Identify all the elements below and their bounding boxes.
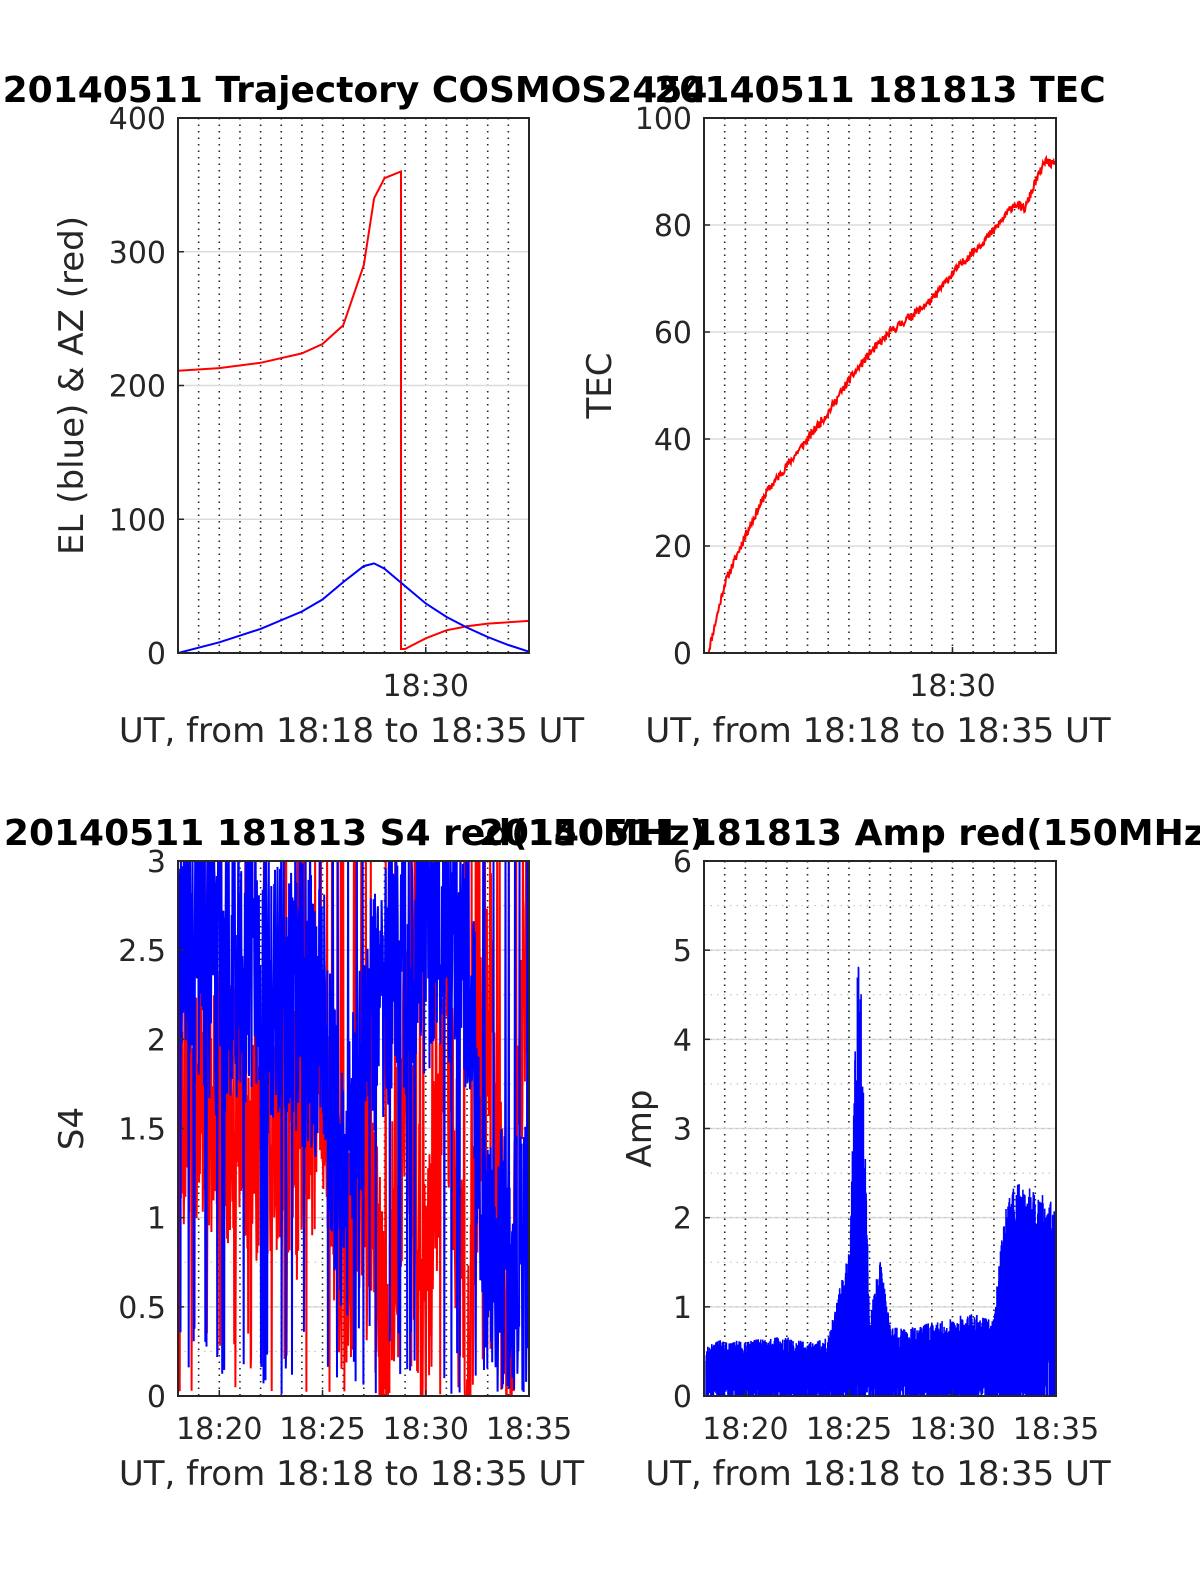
y-tick-label: 4 bbox=[673, 1023, 692, 1058]
plot-series-group bbox=[705, 966, 1056, 1396]
plot-series-group bbox=[178, 170, 529, 653]
y-tick-label: 2 bbox=[147, 1023, 166, 1058]
x-tick-label: 18:35 bbox=[486, 1412, 572, 1447]
x-tick-label: 18:30 bbox=[909, 669, 995, 704]
x-tick-label: 18:30 bbox=[909, 1412, 995, 1447]
y-tick-label: 3 bbox=[673, 1113, 692, 1148]
y-tick-label: 20 bbox=[654, 530, 692, 565]
y-tick-label: 1.5 bbox=[118, 1113, 166, 1148]
axes-frame bbox=[703, 117, 1057, 654]
x-axis-label: UT, from 18:18 to 18:35 UT bbox=[119, 711, 585, 751]
x-axis-label: UT, from 18:18 to 18:35 UT bbox=[645, 711, 1111, 751]
y-tick-label: 0 bbox=[147, 1380, 166, 1415]
x-tick-label: 18:25 bbox=[806, 1412, 892, 1447]
x-tick-label: 18:35 bbox=[1013, 1412, 1099, 1447]
series-line bbox=[707, 154, 1056, 653]
y-tick-label: 6 bbox=[673, 845, 692, 880]
y-tick-label: 2 bbox=[673, 1202, 692, 1237]
y-tick-label: 5 bbox=[673, 934, 692, 969]
series-line bbox=[705, 966, 1056, 1396]
y-tick-label: 80 bbox=[654, 209, 692, 244]
chart-panel-4: 0 1 2 3 4 5 6 18:20 18:25 18:30 18:35 UT, from 18:1… bbox=[479, 813, 1200, 1494]
y-axis-label: S4 bbox=[52, 1107, 92, 1150]
chart-title: 20140511 181813 Amp red(150MHz) bbox=[479, 813, 1200, 854]
x-axis-label: UT, from 18:18 to 18:35 UT bbox=[645, 1454, 1111, 1494]
y-tick-label: 60 bbox=[654, 316, 692, 351]
y-tick-label: 40 bbox=[654, 423, 692, 458]
chart-title: 20140511 181813 S4 red(150MHz) bbox=[4, 813, 706, 854]
plot-series-group bbox=[178, 861, 529, 1396]
y-tick-label: 0 bbox=[147, 637, 166, 672]
series-line bbox=[178, 170, 529, 650]
y-tick-label: 1 bbox=[673, 1291, 692, 1326]
x-tick-label: 18:25 bbox=[279, 1412, 365, 1447]
y-tick-label: 0 bbox=[673, 637, 692, 672]
y-tick-label: 0 bbox=[673, 1380, 692, 1415]
y-tick-label: 300 bbox=[109, 236, 166, 271]
x-tick-label: 18:20 bbox=[176, 1412, 262, 1447]
x-tick-label: 18:20 bbox=[702, 1412, 788, 1447]
y-tick-label: 200 bbox=[109, 370, 166, 405]
chart-title: 20140511 Trajectory COSMOS2454 bbox=[3, 70, 708, 111]
plot-series-group bbox=[707, 154, 1056, 653]
y-axis-label: TEC bbox=[580, 353, 620, 420]
y-tick-label: 400 bbox=[109, 102, 166, 137]
y-tick-label: 2.5 bbox=[118, 934, 166, 969]
y-tick-label: 100 bbox=[635, 102, 692, 137]
y-tick-label: 100 bbox=[109, 503, 166, 538]
x-tick-label: 18:30 bbox=[383, 669, 469, 704]
y-axis-label: EL (blue) & AZ (red) bbox=[52, 216, 92, 555]
chart-panel-3: 0 0.5 1 1.5 2 2.5 3 18:20 18:25 18:30 18:35 UT, fro… bbox=[4, 813, 706, 1494]
plot-area bbox=[704, 118, 1056, 653]
chart-panel-2: 0 20 40 60 80 100 18:30 UT, from 18:18 to 18:35… bbox=[580, 70, 1111, 751]
y-tick-label: 3 bbox=[147, 845, 166, 880]
chart-title: 20140511 181813 TEC bbox=[654, 70, 1105, 111]
x-axis-label: UT, from 18:18 to 18:35 UT bbox=[119, 1454, 585, 1494]
y-tick-label: 1 bbox=[147, 1202, 166, 1237]
y-axis-label: Amp bbox=[620, 1090, 660, 1168]
series-line bbox=[178, 861, 529, 1394]
x-tick-label: 18:30 bbox=[383, 1412, 469, 1447]
y-tick-label: 0.5 bbox=[118, 1291, 166, 1326]
series-line bbox=[178, 562, 529, 653]
